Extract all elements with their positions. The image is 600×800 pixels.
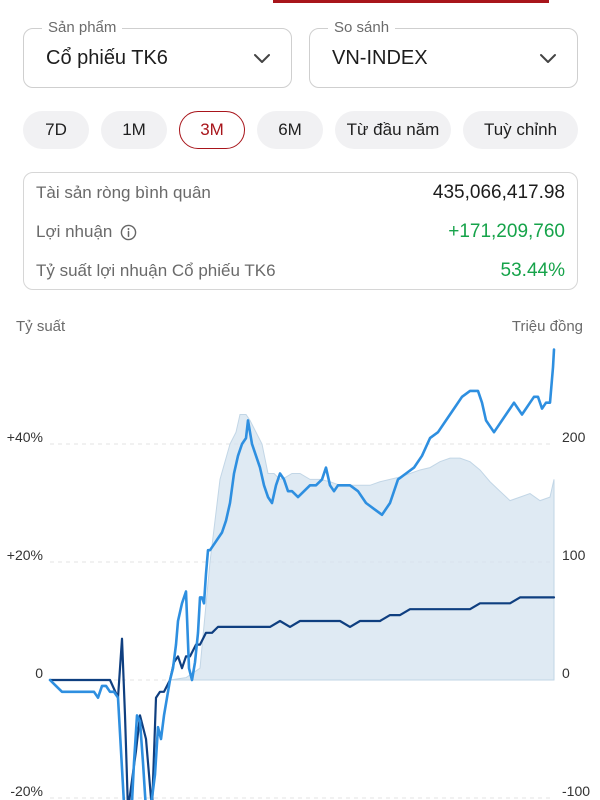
compare-select-legend: So sánh	[328, 19, 396, 36]
left-axis-tick: +40%	[7, 429, 43, 445]
left-axis-tick: 0	[35, 665, 43, 681]
product-select-value: Cổ phiếu TK6	[46, 47, 168, 69]
left-axis-tick: -20%	[10, 783, 43, 799]
period-ytd-button[interactable]: Từ đầu năm	[335, 111, 451, 149]
return-value: 53.44%	[500, 260, 565, 281]
nav-row: Tài sản ròng bình quân 435,066,417.98	[36, 181, 565, 205]
nav-label: Tài sản ròng bình quân	[36, 183, 211, 202]
active-tab-indicator	[273, 0, 549, 3]
right-axis-tick: 200	[562, 429, 586, 445]
profit-value: +171,209,760	[448, 221, 565, 242]
period-7d-button[interactable]: 7D	[23, 111, 89, 149]
period-6m-button[interactable]: 6M	[257, 111, 323, 149]
period-custom-button[interactable]: Tuỳ chỉnh	[463, 111, 578, 149]
compare-select[interactable]: So sánh VN-INDEX	[309, 19, 578, 88]
index-return-line	[48, 596, 556, 800]
return-label: Tỷ suất lợi nhuận Cổ phiếu TK6	[36, 261, 276, 280]
period-1m-button[interactable]: 1M	[101, 111, 167, 149]
nav-value: 435,066,417.98	[432, 182, 565, 203]
product-select[interactable]: Sản phẩm Cổ phiếu TK6	[23, 19, 292, 88]
right-axis-tick: 0	[562, 665, 570, 681]
return-row: Tỷ suất lợi nhuận Cổ phiếu TK6 53.44%	[36, 259, 565, 283]
summary-card: Tài sản ròng bình quân 435,066,417.98 Lợ…	[23, 172, 578, 290]
product-select-legend: Sản phẩm	[42, 19, 123, 36]
left-axis-title: Tỷ suất	[16, 318, 66, 335]
profit-area	[169, 414, 555, 681]
chevron-down-icon	[540, 54, 556, 63]
right-axis-title: Triệu đồng	[511, 318, 583, 335]
right-axis-tick: -100	[562, 783, 590, 799]
info-icon[interactable]	[120, 224, 137, 241]
fund-return-line	[48, 348, 556, 800]
compare-select-value: VN-INDEX	[332, 47, 428, 69]
profit-label: Lợi nhuận	[36, 222, 113, 241]
left-axis-tick: +20%	[7, 547, 43, 563]
period-3m-button[interactable]: 3M	[179, 111, 245, 149]
chevron-down-icon	[254, 54, 270, 63]
profit-row: Lợi nhuận +171,209,760	[36, 220, 565, 244]
performance-chart[interactable]: +40% +20% 0 -20% 200 100 0 -100	[0, 340, 600, 800]
right-axis-tick: 100	[562, 547, 586, 563]
